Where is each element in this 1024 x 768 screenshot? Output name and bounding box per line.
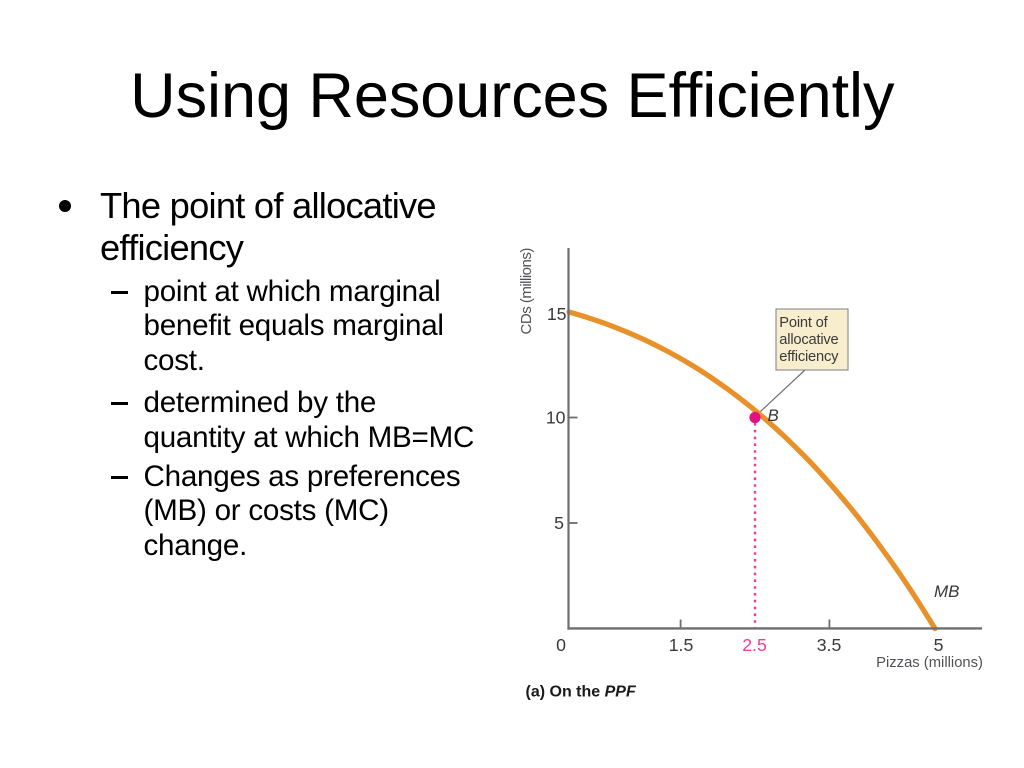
svg-text:5: 5	[554, 513, 564, 533]
svg-text:0: 0	[556, 635, 566, 655]
svg-text:10: 10	[546, 408, 566, 428]
svg-text:Point of: Point of	[779, 315, 828, 331]
svg-text:3.5: 3.5	[817, 635, 842, 655]
svg-text:Pizzas (millions): Pizzas (millions)	[876, 655, 983, 671]
svg-text:1.5: 1.5	[669, 635, 694, 655]
svg-text:15: 15	[547, 304, 567, 324]
svg-text:efficiency: efficiency	[779, 349, 839, 365]
svg-text:CDs (millions): CDs (millions)	[518, 248, 535, 335]
svg-text:allocative: allocative	[779, 332, 838, 348]
svg-text:(a) On the PPF: (a) On the PPF	[526, 683, 637, 700]
svg-text:B: B	[768, 406, 779, 425]
svg-text:5: 5	[934, 635, 944, 655]
svg-text:2.5: 2.5	[742, 635, 767, 655]
svg-text:MB: MB	[934, 582, 960, 601]
